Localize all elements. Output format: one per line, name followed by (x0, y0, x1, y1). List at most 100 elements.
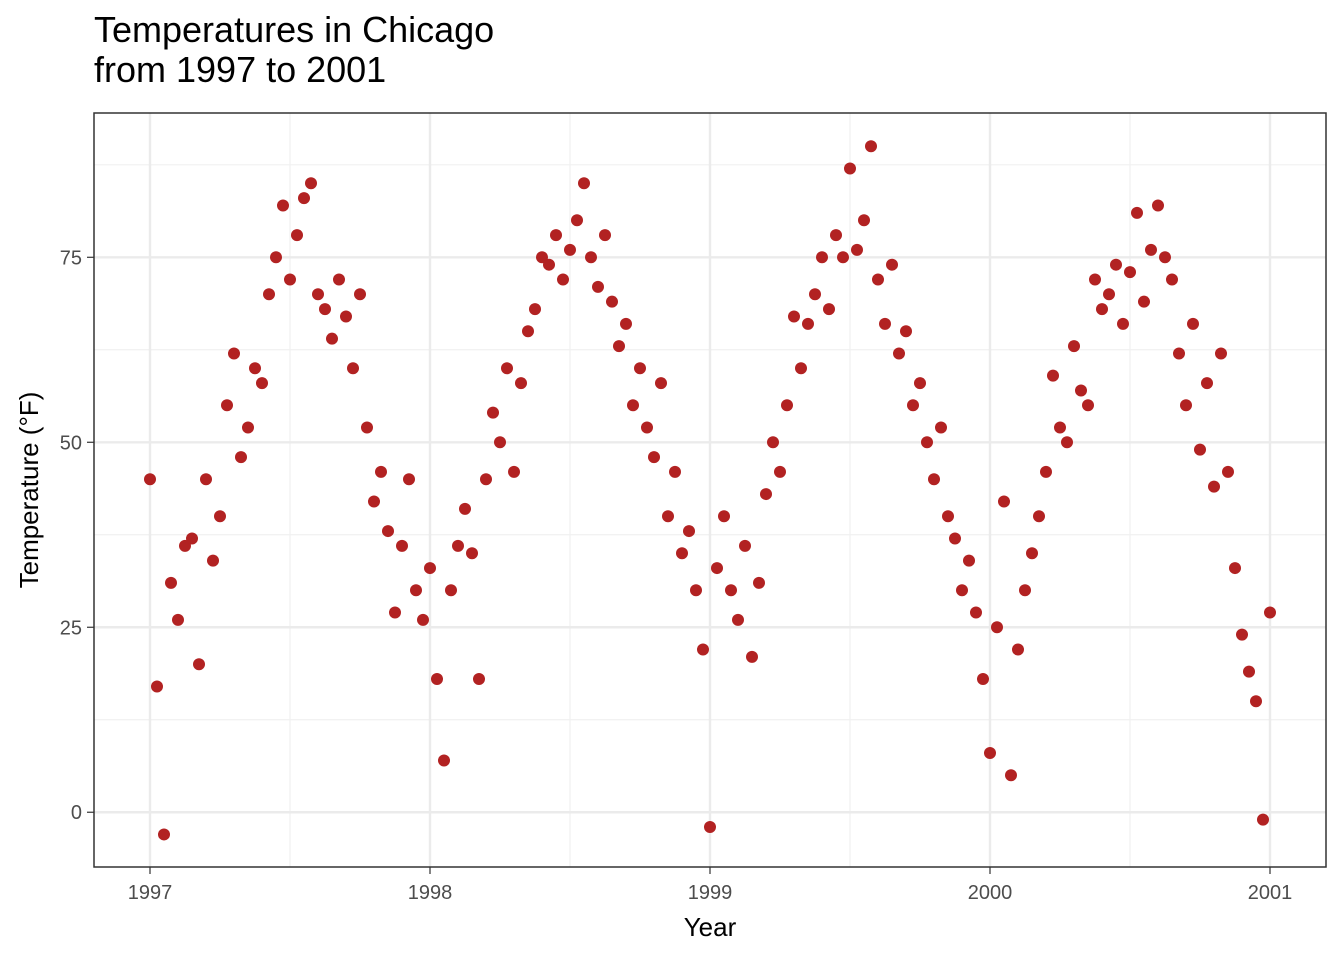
point (1243, 665, 1255, 678)
point (543, 258, 555, 271)
point (452, 539, 464, 552)
point (1215, 347, 1227, 360)
point (788, 310, 800, 323)
point (585, 251, 597, 264)
point (1110, 258, 1122, 271)
point (599, 229, 611, 242)
point (809, 288, 821, 301)
point (550, 229, 562, 242)
point (1131, 206, 1143, 219)
point (424, 562, 436, 575)
point (557, 273, 569, 286)
point (1012, 643, 1024, 656)
point (473, 673, 485, 686)
point (1005, 769, 1017, 782)
point (480, 473, 492, 486)
point (1187, 317, 1199, 330)
x-tick-label: 1999 (688, 882, 733, 904)
point (928, 473, 940, 486)
point (347, 362, 359, 375)
point (620, 317, 632, 330)
point (935, 421, 947, 434)
point (1194, 443, 1206, 456)
point (914, 377, 926, 390)
point (515, 377, 527, 390)
point (1033, 510, 1045, 523)
point (851, 243, 863, 256)
point (627, 399, 639, 412)
point (193, 658, 205, 671)
point (753, 576, 765, 589)
point (921, 436, 933, 449)
point (249, 362, 261, 375)
point (494, 436, 506, 449)
point (767, 436, 779, 449)
point (746, 650, 758, 663)
point (333, 273, 345, 286)
point (655, 377, 667, 390)
point (291, 229, 303, 242)
point (662, 510, 674, 523)
point (1096, 303, 1108, 316)
point (1089, 273, 1101, 286)
point (417, 613, 429, 626)
point (144, 473, 156, 486)
point (207, 554, 219, 567)
point (522, 325, 534, 338)
point (466, 547, 478, 560)
point (487, 406, 499, 419)
point (1236, 628, 1248, 641)
x-tick-label: 2001 (1248, 882, 1293, 904)
point (606, 295, 618, 308)
point (893, 347, 905, 360)
x-tick-label: 2000 (968, 882, 1013, 904)
point (1040, 465, 1052, 478)
point (431, 673, 443, 686)
point (613, 340, 625, 353)
point (1138, 295, 1150, 308)
point (529, 303, 541, 316)
y-tick-label: 25 (60, 617, 82, 639)
chart-title: Temperatures in Chicago from 1997 to 200… (94, 9, 495, 90)
point (1208, 480, 1220, 493)
point (774, 465, 786, 478)
point (816, 251, 828, 264)
plot-border (93, 112, 1327, 868)
x-tick-label: 1998 (408, 882, 453, 904)
point (228, 347, 240, 360)
point (823, 303, 835, 316)
point (998, 495, 1010, 508)
point (235, 451, 247, 464)
point (991, 621, 1003, 634)
point (172, 613, 184, 626)
point (697, 643, 709, 656)
point (1152, 199, 1164, 212)
point (830, 229, 842, 242)
point (165, 576, 177, 589)
point (1061, 436, 1073, 449)
point (858, 214, 870, 227)
point (837, 251, 849, 264)
point (879, 317, 891, 330)
point (284, 273, 296, 286)
point (1068, 340, 1080, 353)
point (760, 488, 772, 501)
point (571, 214, 583, 227)
point (326, 332, 338, 345)
point (242, 421, 254, 434)
point (1257, 813, 1269, 826)
point (410, 584, 422, 597)
point (949, 532, 961, 545)
y-axis-title: Temperature (°F) (14, 392, 44, 589)
point (354, 288, 366, 301)
point (648, 451, 660, 464)
point (263, 288, 275, 301)
point (732, 613, 744, 626)
point (459, 502, 471, 515)
point (739, 539, 751, 552)
point (368, 495, 380, 508)
point (977, 673, 989, 686)
point (319, 303, 331, 316)
point (1124, 266, 1136, 279)
point (1229, 562, 1241, 575)
